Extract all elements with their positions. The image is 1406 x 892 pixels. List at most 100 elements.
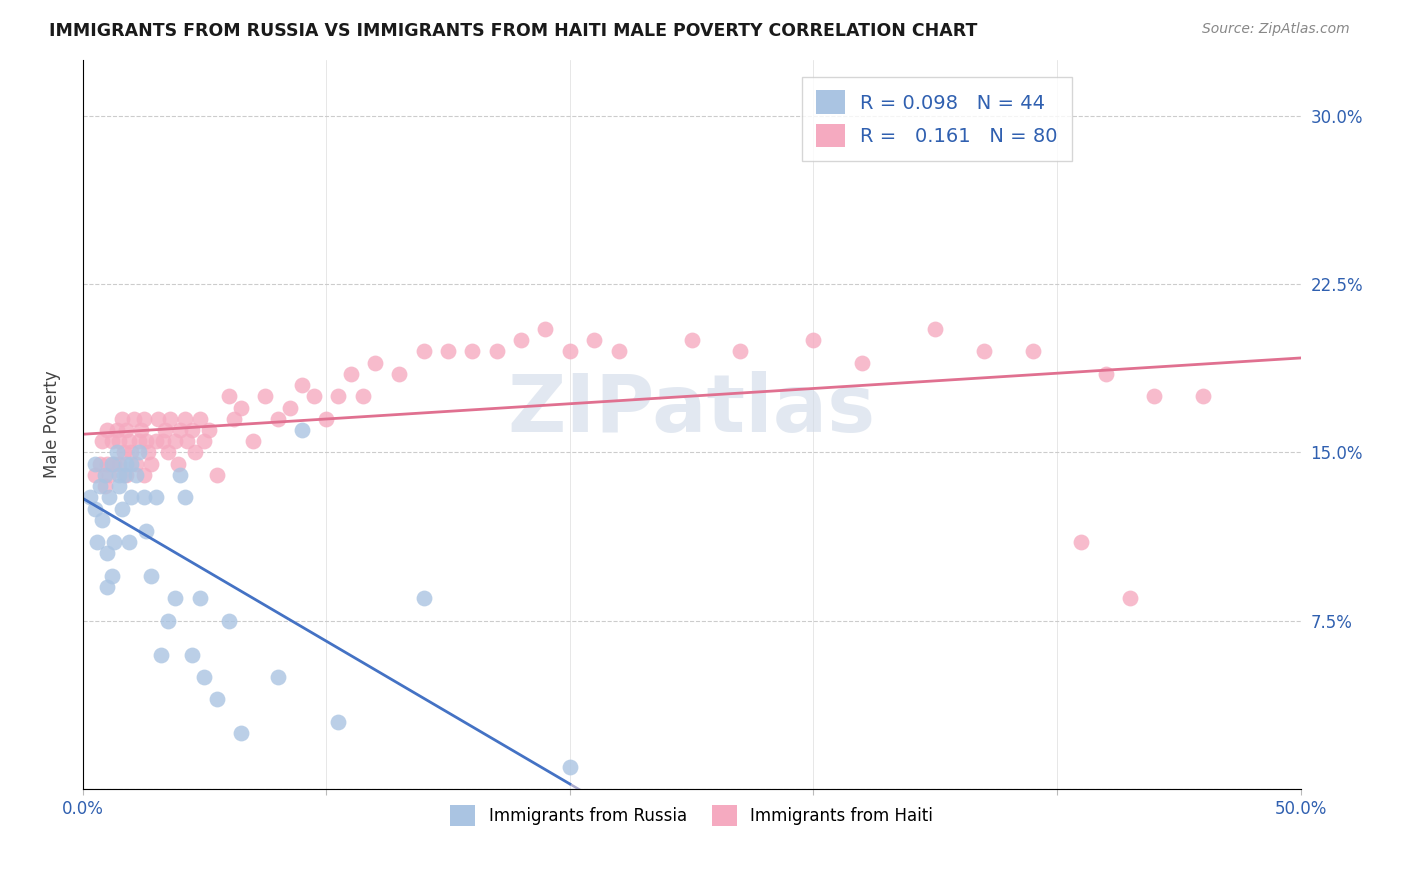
Point: [174, 491, 197, 505]
Point: [181, 423, 204, 437]
Point: [101, 457, 124, 471]
Point: [583, 333, 606, 347]
Point: [412, 591, 434, 606]
Point: [176, 434, 198, 449]
Point: [112, 467, 135, 482]
Point: [412, 344, 434, 359]
Point: [266, 670, 288, 684]
Point: [103, 457, 125, 471]
Point: [135, 524, 157, 538]
Point: [145, 434, 167, 449]
Point: [607, 344, 630, 359]
Point: [165, 434, 187, 449]
Point: [111, 412, 134, 426]
Point: [120, 457, 142, 471]
Point: [174, 412, 197, 426]
Point: [118, 535, 141, 549]
Point: [205, 467, 228, 482]
Point: [98, 491, 121, 505]
Point: [352, 389, 374, 403]
Point: [328, 389, 350, 403]
Point: [86, 535, 108, 549]
Point: [79, 491, 101, 505]
Point: [461, 344, 484, 359]
Point: [181, 648, 204, 662]
Point: [135, 434, 157, 449]
Point: [128, 445, 150, 459]
Point: [105, 423, 128, 437]
Point: [83, 501, 105, 516]
Point: [115, 423, 138, 437]
Point: [115, 467, 138, 482]
Point: [115, 457, 138, 471]
Point: [166, 457, 188, 471]
Point: [1021, 344, 1043, 359]
Point: [1070, 535, 1092, 549]
Point: [122, 412, 145, 426]
Point: [138, 445, 160, 459]
Point: [152, 434, 174, 449]
Point: [558, 344, 581, 359]
Point: [1143, 389, 1166, 403]
Point: [188, 591, 211, 606]
Point: [156, 614, 179, 628]
Point: [125, 457, 148, 471]
Point: [188, 412, 211, 426]
Point: [103, 535, 125, 549]
Point: [145, 491, 167, 505]
Point: [83, 467, 105, 482]
Legend: Immigrants from Russia, Immigrants from Haiti: Immigrants from Russia, Immigrants from …: [440, 796, 943, 836]
Point: [1119, 591, 1142, 606]
Point: [193, 670, 215, 684]
Point: [291, 378, 314, 392]
Point: [108, 479, 131, 493]
Point: [1192, 389, 1215, 403]
Point: [139, 569, 162, 583]
Point: [169, 423, 191, 437]
Point: [155, 423, 177, 437]
Point: [96, 580, 118, 594]
Point: [851, 356, 873, 370]
Point: [1094, 367, 1116, 381]
Point: [120, 445, 142, 459]
Text: ZIPatlas: ZIPatlas: [508, 371, 876, 449]
Point: [388, 367, 411, 381]
Point: [120, 491, 142, 505]
Point: [89, 479, 111, 493]
Point: [125, 467, 148, 482]
Point: [159, 412, 181, 426]
Point: [156, 445, 179, 459]
Point: [193, 434, 215, 449]
Point: [328, 714, 350, 729]
Text: IMMIGRANTS FROM RUSSIA VS IMMIGRANTS FROM HAITI MALE POVERTY CORRELATION CHART: IMMIGRANTS FROM RUSSIA VS IMMIGRANTS FRO…: [49, 22, 977, 40]
Point: [96, 547, 118, 561]
Point: [108, 467, 131, 482]
Point: [510, 333, 533, 347]
Point: [132, 491, 155, 505]
Point: [118, 434, 141, 449]
Point: [558, 760, 581, 774]
Point: [93, 479, 115, 493]
Point: [291, 423, 314, 437]
Point: [681, 333, 703, 347]
Point: [83, 457, 105, 471]
Point: [254, 389, 277, 403]
Point: [165, 591, 187, 606]
Point: [205, 692, 228, 706]
Point: [101, 569, 124, 583]
Point: [111, 501, 134, 516]
Point: [229, 401, 252, 415]
Point: [485, 344, 508, 359]
Point: [315, 412, 337, 426]
Y-axis label: Male Poverty: Male Poverty: [44, 370, 60, 478]
Point: [730, 344, 752, 359]
Point: [96, 423, 118, 437]
Point: [218, 614, 240, 628]
Point: [132, 467, 155, 482]
Point: [222, 412, 245, 426]
Point: [534, 322, 557, 336]
Point: [129, 423, 152, 437]
Point: [924, 322, 946, 336]
Point: [93, 467, 115, 482]
Point: [128, 434, 150, 449]
